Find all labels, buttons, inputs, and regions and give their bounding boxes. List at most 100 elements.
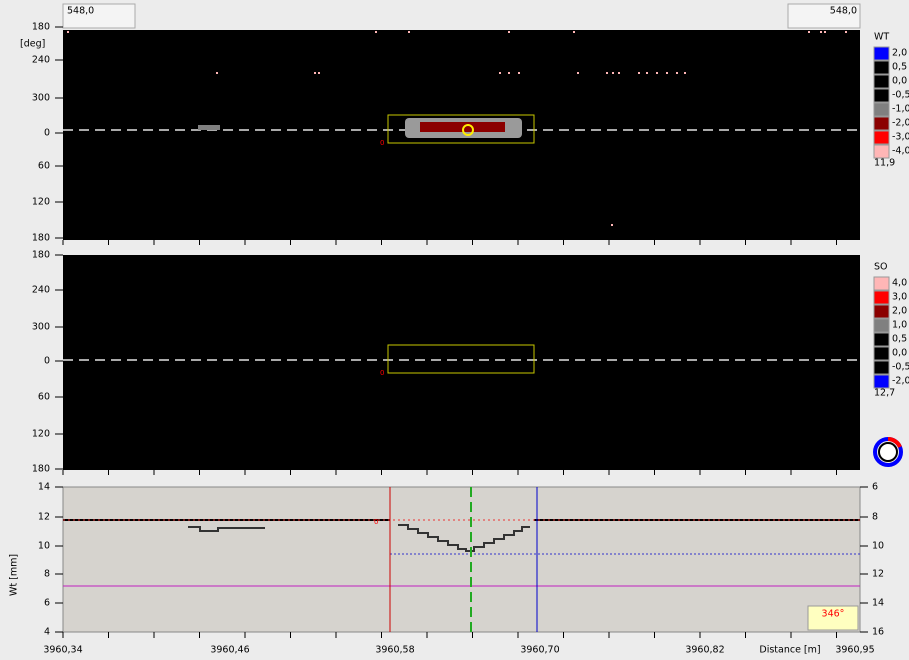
pink-dots: [67, 31, 847, 226]
legend-label: 0,0: [892, 76, 907, 87]
legend-swatch: [873, 276, 890, 291]
y-tick-label: 8: [44, 569, 50, 580]
dot: [314, 72, 316, 74]
y2-tick-label: 8: [872, 512, 878, 523]
y2-tick-label: 12: [872, 569, 884, 580]
selection-box[interactable]: [387, 114, 535, 144]
y-tick-label: 0: [44, 128, 50, 139]
y-unit: [deg]: [20, 39, 45, 50]
dot: [684, 72, 686, 74]
dot: [646, 72, 648, 74]
so-panel[interactable]: [63, 255, 860, 470]
y-tick-label: 10: [38, 541, 50, 552]
x-tick-label: 3960,82: [685, 645, 724, 656]
x-tick-label: 3960,58: [375, 645, 414, 656]
legend-label: 2,0: [892, 306, 907, 317]
y-axis-title: Wt [mm]: [9, 554, 20, 596]
legend-title: WT: [874, 32, 889, 43]
y-tick-label: 180: [32, 22, 50, 33]
legend-swatch: [873, 304, 890, 319]
legend-swatch: [873, 374, 890, 389]
legend-swatch: [873, 130, 890, 145]
legend-label: -4,0: [892, 146, 909, 157]
marker-0: 0: [380, 369, 384, 377]
dot: [638, 72, 640, 74]
x-tick-label: 3960,70: [520, 645, 559, 656]
legend-swatch: [873, 46, 890, 61]
y-tick-label: 14: [38, 482, 50, 493]
dot: [618, 72, 620, 74]
y-tick-label: 180: [32, 464, 50, 475]
y-tick-label: 300: [32, 93, 50, 104]
dot: [611, 224, 613, 226]
anomaly: [198, 125, 220, 130]
y-tick-label: 240: [32, 55, 50, 66]
dot: [666, 72, 668, 74]
y2-tick-label: 10: [872, 541, 884, 552]
legend-swatch: [873, 360, 890, 375]
legend-swatch: [873, 318, 890, 333]
marker-0: 0: [380, 139, 384, 147]
legend-label: 1,0: [892, 320, 907, 331]
y-tick-label: 120: [32, 429, 50, 440]
y-tick-label: 180: [32, 250, 50, 261]
dot: [612, 72, 614, 74]
legend-swatch: [873, 332, 890, 347]
dot: [820, 31, 822, 33]
y2-tick-label: 16: [872, 627, 884, 638]
legend-label: -1,0: [892, 104, 909, 115]
profile-steps: [188, 526, 265, 532]
y-tick-label: 300: [32, 322, 50, 333]
angle-box: [807, 605, 859, 631]
y-tick-label: 4: [44, 627, 50, 638]
dot: [518, 72, 520, 74]
y-tick-label: 120: [32, 197, 50, 208]
dot: [808, 31, 810, 33]
dot: [845, 31, 847, 33]
left-value: 548,0: [67, 6, 94, 17]
legend-label: -3,0: [892, 132, 909, 143]
legend-swatch: [873, 74, 890, 89]
dot: [499, 72, 501, 74]
y-tick-label: 180: [32, 233, 50, 244]
dot: [318, 72, 320, 74]
anomaly-core: [420, 122, 505, 132]
dot: [216, 72, 218, 74]
y-tick-label: 60: [38, 392, 50, 403]
legend-swatch: [873, 88, 890, 103]
dot: [508, 31, 510, 33]
legend-label: 0,5: [892, 334, 907, 345]
y-tick-label: 12: [38, 512, 50, 523]
legend-label: -2,0: [892, 118, 909, 129]
x-tick-label: 3960,46: [210, 645, 249, 656]
anomaly-marker[interactable]: [462, 124, 474, 136]
legend-label: 3,0: [892, 292, 907, 303]
legend-swatch: [873, 116, 890, 131]
profile-panel[interactable]: [62, 486, 861, 633]
dot: [573, 31, 575, 33]
dot: [824, 31, 826, 33]
y-tick-label: 6: [44, 598, 50, 609]
dot: [676, 72, 678, 74]
left-value-box[interactable]: [62, 3, 136, 29]
legend-label: -0,5: [892, 90, 909, 101]
orientation-ring-inner: [878, 442, 898, 462]
legend-title: SO: [874, 262, 888, 273]
x-tick-label: 3960,34: [43, 645, 82, 656]
legend-label: 2,0: [892, 48, 907, 59]
angle: 346°: [822, 609, 845, 620]
legend-label: 0,5: [892, 62, 907, 73]
selection-box[interactable]: [387, 344, 535, 374]
legend-swatch: [873, 102, 890, 117]
legend-label: -0,5: [892, 362, 909, 373]
y-tick-label: 60: [38, 161, 50, 172]
legend-swatch: [873, 290, 890, 305]
right-value-box[interactable]: [787, 3, 861, 29]
legend-swatch: [873, 144, 890, 159]
legend-label: 4,0: [892, 278, 907, 289]
x-axis-title: Distance [m]: [759, 645, 820, 656]
y-tick-label: 0: [44, 356, 50, 367]
marker-0: 0: [374, 518, 378, 526]
profile-steps: [398, 524, 530, 552]
